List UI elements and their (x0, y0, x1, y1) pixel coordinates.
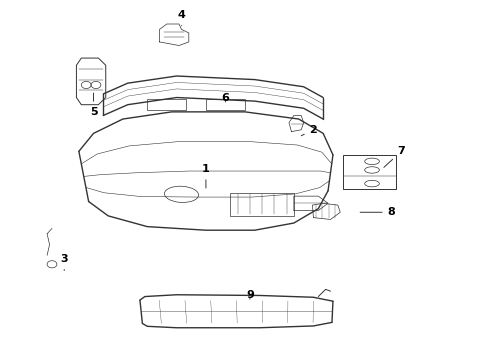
Text: 4: 4 (177, 10, 185, 26)
Text: 3: 3 (60, 254, 68, 270)
Bar (206, 99, 245, 110)
Text: 2: 2 (301, 125, 318, 136)
Bar (230, 193, 294, 216)
Text: 7: 7 (384, 146, 405, 167)
Bar (147, 99, 186, 110)
Bar (343, 155, 396, 189)
Text: 9: 9 (246, 290, 254, 300)
Text: 8: 8 (360, 207, 395, 217)
Text: 6: 6 (221, 93, 229, 103)
Text: 1: 1 (202, 164, 210, 188)
Text: 5: 5 (90, 93, 98, 117)
